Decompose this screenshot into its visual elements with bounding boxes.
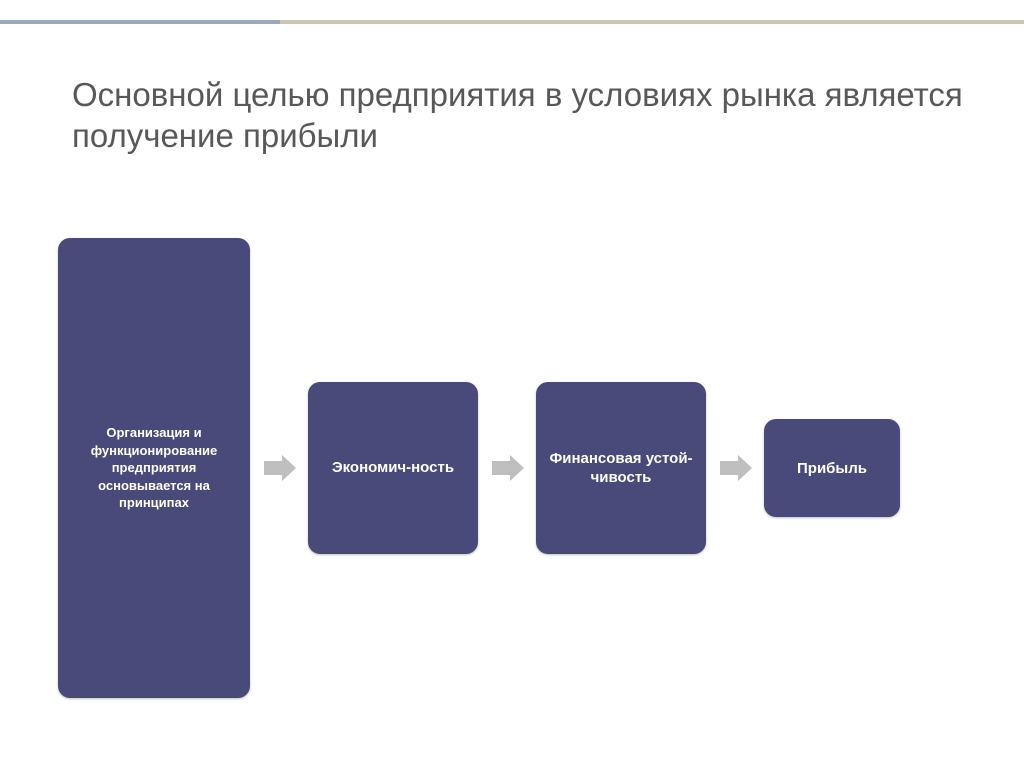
slide-top-border: [0, 20, 1024, 24]
node-profit-label: Прибыль: [797, 460, 867, 477]
node-principles-label: Организация и функционирование предприят…: [68, 424, 240, 512]
node-stability-label: Финансовая устой-чивость: [544, 449, 698, 488]
node-economy-label: Экономич-ность: [332, 458, 454, 478]
border-seg-1: [0, 20, 280, 24]
arrow-icon: [492, 455, 524, 481]
node-stability: Финансовая устой-чивость: [536, 382, 706, 554]
slide-title: Основной целью предприятия в условиях ры…: [72, 74, 964, 157]
arrow-icon: [264, 455, 296, 481]
flow-diagram: Организация и функционирование предприят…: [58, 238, 966, 698]
border-seg-2: [280, 20, 1024, 24]
node-economy: Экономич-ность: [308, 382, 478, 554]
node-profit: Прибыль: [764, 419, 900, 517]
arrow-icon: [720, 455, 752, 481]
node-principles: Организация и функционирование предприят…: [58, 238, 250, 698]
